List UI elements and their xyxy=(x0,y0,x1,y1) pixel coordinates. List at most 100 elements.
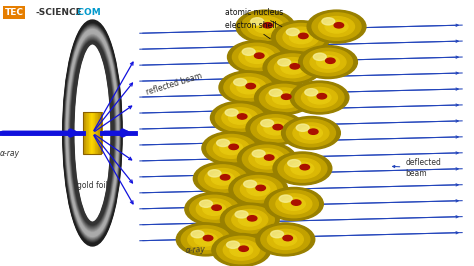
Circle shape xyxy=(288,30,314,45)
Circle shape xyxy=(298,35,304,39)
Circle shape xyxy=(258,83,310,113)
Circle shape xyxy=(192,232,219,247)
Circle shape xyxy=(239,47,275,67)
Text: α-ray: α-ray xyxy=(0,149,20,158)
Circle shape xyxy=(310,52,346,72)
Circle shape xyxy=(273,57,312,79)
Circle shape xyxy=(213,138,249,158)
Circle shape xyxy=(327,61,329,63)
Circle shape xyxy=(271,91,297,105)
Circle shape xyxy=(208,170,221,177)
Circle shape xyxy=(310,132,312,134)
Circle shape xyxy=(308,91,331,104)
Circle shape xyxy=(186,228,225,250)
Circle shape xyxy=(206,204,222,214)
Circle shape xyxy=(289,66,296,69)
Circle shape xyxy=(286,29,316,45)
Circle shape xyxy=(231,244,251,256)
Circle shape xyxy=(320,18,353,36)
Bar xyxy=(100,112,101,154)
Circle shape xyxy=(288,160,301,167)
Bar xyxy=(88,112,89,154)
Circle shape xyxy=(268,89,300,107)
Circle shape xyxy=(316,96,323,99)
Circle shape xyxy=(256,185,265,190)
Circle shape xyxy=(232,43,282,71)
Circle shape xyxy=(260,155,273,163)
Circle shape xyxy=(301,127,321,139)
Circle shape xyxy=(278,155,327,182)
Circle shape xyxy=(290,31,312,44)
Circle shape xyxy=(274,233,297,246)
Circle shape xyxy=(216,175,229,182)
Text: TEC: TEC xyxy=(5,8,24,17)
Circle shape xyxy=(211,207,218,211)
Circle shape xyxy=(247,148,286,170)
Bar xyxy=(95,112,97,154)
Circle shape xyxy=(278,59,291,66)
Circle shape xyxy=(322,18,335,25)
Circle shape xyxy=(245,217,255,222)
Circle shape xyxy=(275,23,327,52)
Circle shape xyxy=(228,40,286,73)
Circle shape xyxy=(257,118,293,139)
Circle shape xyxy=(210,101,269,134)
Circle shape xyxy=(318,97,321,98)
Circle shape xyxy=(315,95,324,100)
Bar xyxy=(86,112,87,154)
Circle shape xyxy=(288,160,317,177)
Circle shape xyxy=(314,14,359,39)
Circle shape xyxy=(317,94,327,99)
Circle shape xyxy=(219,177,226,180)
Circle shape xyxy=(230,244,253,256)
Circle shape xyxy=(225,206,274,233)
Circle shape xyxy=(285,118,337,148)
Circle shape xyxy=(256,118,295,139)
Circle shape xyxy=(273,192,315,216)
Circle shape xyxy=(237,247,246,253)
Circle shape xyxy=(226,74,271,100)
Circle shape xyxy=(274,127,277,129)
Circle shape xyxy=(291,202,297,206)
Circle shape xyxy=(185,193,244,226)
Circle shape xyxy=(220,107,259,129)
Bar xyxy=(89,112,90,154)
Circle shape xyxy=(237,81,260,94)
Circle shape xyxy=(264,227,307,251)
Circle shape xyxy=(276,59,309,77)
Circle shape xyxy=(252,150,265,157)
Circle shape xyxy=(278,195,310,213)
Circle shape xyxy=(283,117,339,149)
Circle shape xyxy=(265,158,268,160)
Circle shape xyxy=(213,234,269,266)
Circle shape xyxy=(222,239,261,261)
Circle shape xyxy=(213,173,233,184)
Circle shape xyxy=(227,242,256,258)
Circle shape xyxy=(201,202,228,216)
Circle shape xyxy=(214,103,266,132)
Circle shape xyxy=(233,246,249,255)
Circle shape xyxy=(246,218,253,222)
Circle shape xyxy=(220,142,243,155)
Circle shape xyxy=(204,239,207,240)
Bar xyxy=(90,112,91,154)
Circle shape xyxy=(221,178,224,180)
Circle shape xyxy=(254,20,277,33)
Circle shape xyxy=(238,248,245,252)
Circle shape xyxy=(308,131,314,135)
Circle shape xyxy=(252,151,282,167)
Circle shape xyxy=(203,203,226,215)
Circle shape xyxy=(284,63,301,72)
Circle shape xyxy=(263,23,273,28)
Circle shape xyxy=(238,117,241,119)
Circle shape xyxy=(291,67,294,69)
Circle shape xyxy=(264,188,323,221)
Circle shape xyxy=(266,53,319,82)
Circle shape xyxy=(295,124,327,142)
Circle shape xyxy=(303,88,336,107)
Circle shape xyxy=(283,157,322,180)
Circle shape xyxy=(284,158,320,178)
Circle shape xyxy=(305,89,318,96)
Circle shape xyxy=(201,167,244,190)
Circle shape xyxy=(271,191,317,217)
